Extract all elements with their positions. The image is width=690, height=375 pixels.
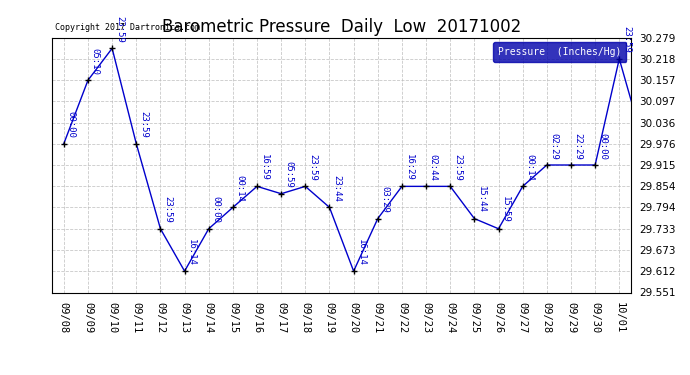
Text: 15:59: 15:59 [502,196,511,223]
Legend: Pressure  (Inches/Hg): Pressure (Inches/Hg) [493,42,627,62]
Title: Barometric Pressure  Daily  Low  20171002: Barometric Pressure Daily Low 20171002 [162,18,521,36]
Text: 02:29: 02:29 [550,133,559,159]
Text: 23:44: 23:44 [333,175,342,202]
Text: 05:59: 05:59 [284,161,293,188]
Text: 23:59: 23:59 [453,154,462,181]
Text: 16:59: 16:59 [260,154,269,181]
Text: 16:29: 16:29 [405,154,414,181]
Text: 23:59: 23:59 [139,111,148,138]
Text: 23:59: 23:59 [115,16,124,43]
Text: 23:59: 23:59 [622,26,631,53]
Text: 15:44: 15:44 [477,186,486,213]
Text: 16:14: 16:14 [357,239,366,266]
Text: 00:14: 00:14 [236,175,245,202]
Text: 00:00: 00:00 [67,111,76,138]
Text: Copyright 2017 Dartronics.com: Copyright 2017 Dartronics.com [55,23,199,32]
Text: 16:14: 16:14 [188,239,197,266]
Text: 22:29: 22:29 [574,133,583,159]
Text: 00:00: 00:00 [212,196,221,223]
Text: 00:14: 00:14 [526,154,535,181]
Text: 21:44: 21:44 [0,374,1,375]
Text: 23:59: 23:59 [308,154,317,181]
Text: 05:10: 05:10 [91,48,100,75]
Text: 00:00: 00:00 [598,133,607,159]
Text: 02:44: 02:44 [429,154,438,181]
Text: 23:59: 23:59 [164,196,172,223]
Text: 03:29: 03:29 [381,186,390,213]
